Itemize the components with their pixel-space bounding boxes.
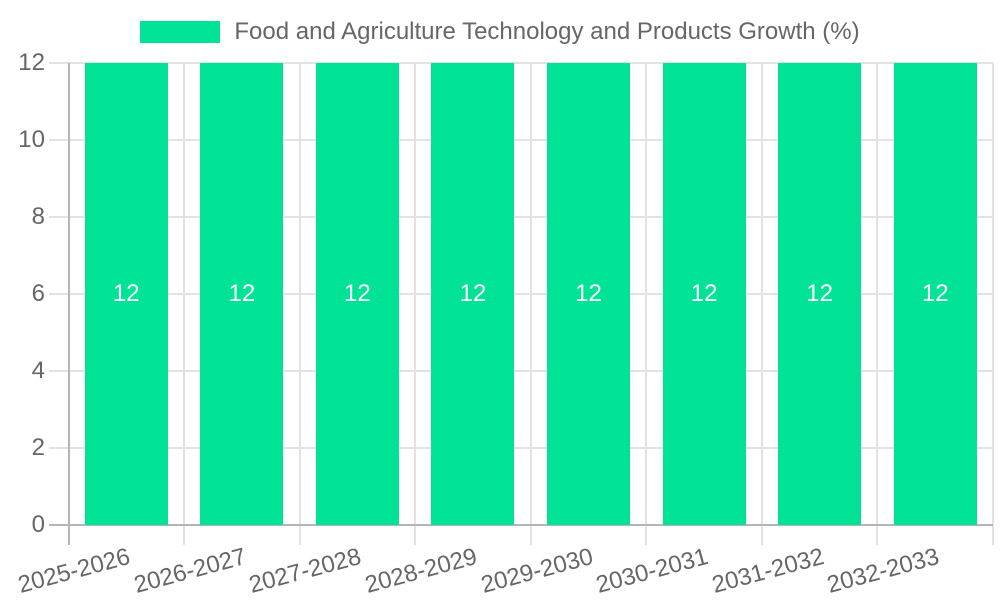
bar[interactable] [315,62,399,525]
gridline-vertical [645,63,648,545]
legend[interactable]: Food and Agriculture Technology and Prod… [0,18,1000,46]
legend-label: Food and Agriculture Technology and Prod… [234,18,860,45]
gridline-vertical [992,63,994,545]
y-tick-label: 4 [31,356,45,384]
x-axis-line [48,523,993,526]
gridline-horizontal [48,369,993,372]
bar[interactable] [200,62,284,525]
gridline-vertical [876,63,879,545]
y-axis-line [67,63,70,545]
bar-value-label: 12 [690,279,718,307]
legend-swatch [140,21,221,43]
bar[interactable] [778,62,862,525]
bar-value-label: 12 [228,279,256,307]
y-tick-label: 12 [18,49,45,76]
bar[interactable] [547,62,631,525]
bar-value-label: 12 [459,279,487,307]
bar[interactable] [84,62,168,525]
gridline-horizontal [48,215,993,218]
gridline-vertical [760,63,763,545]
gridline-horizontal [48,62,993,64]
bar-value-label: 12 [575,279,602,307]
y-tick-label: 8 [31,202,45,230]
y-tick-label: 10 [18,125,45,153]
gridline-horizontal [48,292,993,295]
y-tick-label: 2 [31,433,45,461]
gridline-vertical [414,63,417,545]
bar[interactable] [893,62,977,525]
y-tick-label: 6 [31,279,45,307]
gridline-vertical [183,63,186,545]
bar[interactable] [431,62,515,525]
gridline-vertical [298,63,301,545]
gridline-horizontal [48,138,993,141]
bar-value-label: 12 [921,279,949,307]
bar[interactable] [662,62,746,525]
gridline-horizontal [48,446,993,449]
y-tick-label: 0 [31,510,45,538]
bar-value-label: 12 [344,279,371,307]
bar-value-label: 12 [806,279,833,307]
gridline-vertical [529,63,532,545]
bar-value-label: 12 [112,279,140,307]
